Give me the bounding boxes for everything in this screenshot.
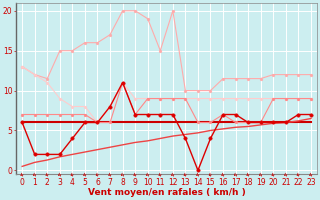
X-axis label: Vent moyen/en rafales ( km/h ): Vent moyen/en rafales ( km/h ) bbox=[88, 188, 245, 197]
